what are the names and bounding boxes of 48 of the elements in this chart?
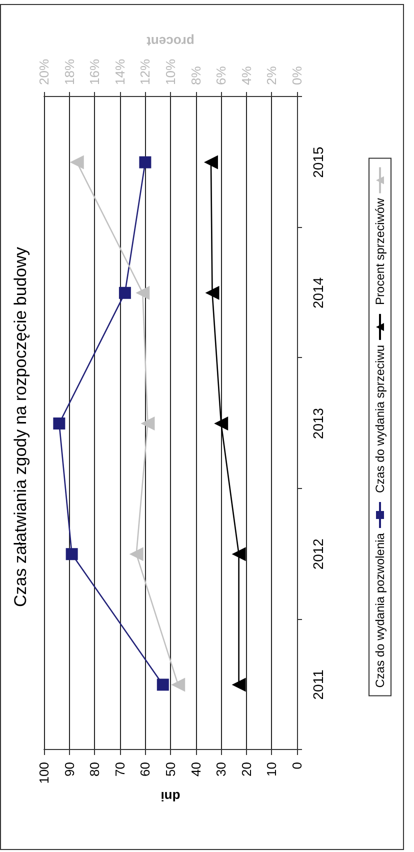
x-tick-label: 80 (87, 762, 102, 776)
x2-tick-label: 20% (36, 58, 52, 85)
x-tick-label: 70 (112, 762, 128, 776)
point (232, 678, 246, 692)
point (70, 155, 84, 170)
legend-label: Czas do wydania sprzeciwu (373, 344, 387, 494)
legend-label: Czas do wydania pozwolenia (373, 532, 387, 688)
x-tick-label: 60 (138, 762, 153, 776)
x-tick-label: 10 (264, 762, 280, 776)
point (53, 418, 66, 430)
point (232, 547, 246, 562)
text: Czas załatwiania zgody na rozpoczęcie budowy (11, 246, 30, 608)
x-tick-label: 0 (290, 762, 304, 770)
y-tick-label: 2015 (310, 146, 326, 178)
x2-tick-label: 18% (62, 58, 77, 85)
x-tick-label: 20 (238, 762, 254, 776)
point (171, 678, 186, 692)
x2-axis-title: procent (146, 34, 194, 50)
y-tick-label: 2014 (310, 277, 326, 308)
point (139, 156, 152, 168)
point (129, 547, 144, 562)
y-tick-label: 2012 (310, 538, 326, 570)
x2-tick-label: 16% (87, 58, 102, 85)
x2-tick-label: 2% (264, 66, 280, 85)
x2-tick-label: 0% (290, 66, 304, 85)
point (66, 548, 78, 560)
x-tick-label: 90 (62, 762, 77, 776)
point (204, 155, 218, 170)
point (205, 286, 220, 300)
y-tick-label: 2013 (310, 408, 326, 440)
x-tick-label: 50 (163, 762, 178, 776)
x2-tick-label: 10% (163, 58, 178, 85)
x-tick-label: 40 (188, 762, 204, 776)
point (118, 286, 131, 299)
point (136, 286, 150, 300)
x2-tick-label: 14% (112, 58, 128, 85)
legend-label: Procent sprzeciwów (373, 198, 387, 305)
x2-tick-label: 6% (214, 66, 229, 85)
x2-tick-label: 8% (188, 66, 204, 85)
point (214, 416, 228, 430)
point (140, 416, 155, 430)
point (156, 678, 169, 691)
x-axis-title: dni (160, 789, 180, 804)
x-tick-label: 30 (214, 762, 229, 776)
x2-tick-label: 4% (238, 66, 254, 85)
x-tick-label: 100 (36, 762, 52, 784)
x2-tick-label: 12% (138, 58, 153, 85)
y-tick-label: 2011 (310, 669, 326, 700)
